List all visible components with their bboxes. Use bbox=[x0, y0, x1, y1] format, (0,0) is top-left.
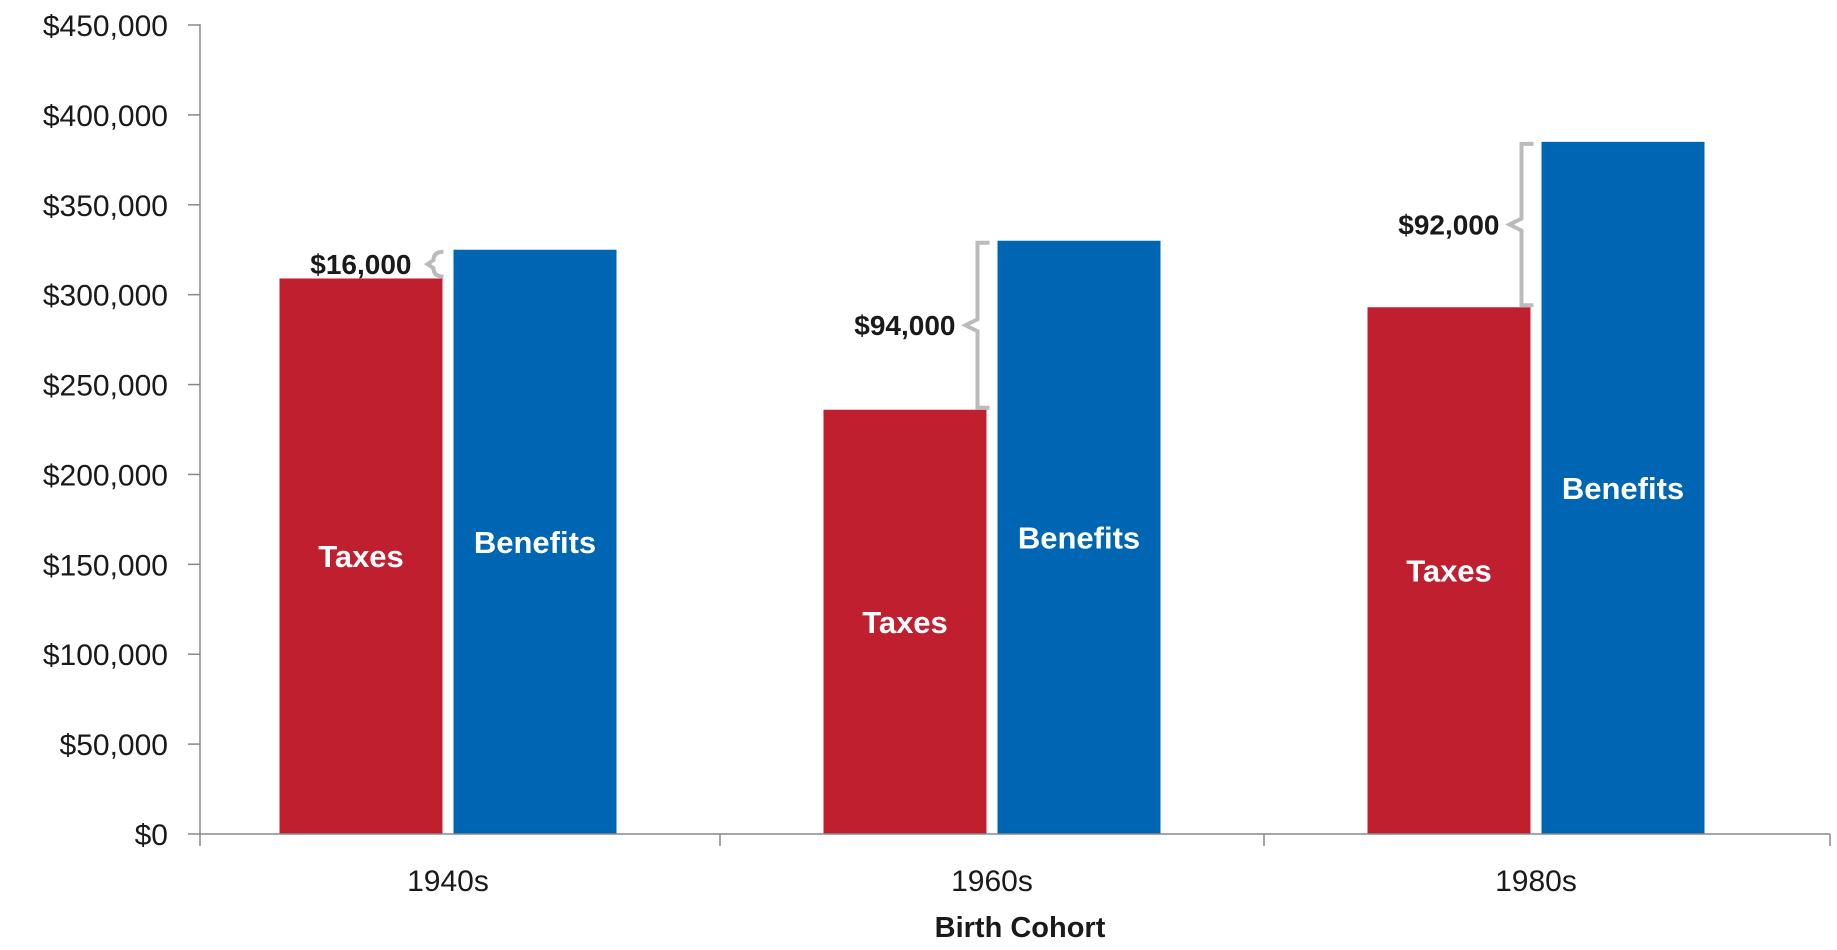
gap-bracket bbox=[423, 249, 444, 279]
gap-bracket bbox=[1505, 141, 1534, 308]
gap-annotations: $16,000 $94,000 $92,000 bbox=[310, 141, 1534, 410]
x-tick-label: 1940s bbox=[407, 865, 489, 898]
y-tick-label: $300,000 bbox=[43, 280, 168, 313]
gap-label: $16,000 bbox=[310, 249, 411, 280]
bars: Taxes Benefits Taxes Benefits Taxes Benefits bbox=[279, 141, 1705, 834]
x-tick-label: 1980s bbox=[1495, 865, 1577, 898]
bar-label-taxes: Taxes bbox=[318, 539, 404, 574]
x-axis-title: Birth Cohort bbox=[935, 912, 1106, 944]
x-tick-label: 1960s bbox=[951, 865, 1033, 898]
y-tick-label: $50,000 bbox=[60, 729, 168, 762]
y-axis: $0 $50,000 $100,000 $150,000 $200,000 $250,00… bbox=[43, 10, 201, 852]
bar-benefits-1940s bbox=[453, 249, 617, 834]
y-tick-label: $200,000 bbox=[43, 459, 168, 492]
y-tick-label: $150,000 bbox=[43, 549, 168, 582]
y-tick-label: $450,000 bbox=[43, 10, 168, 43]
bar-benefits-1980s bbox=[1541, 141, 1705, 834]
y-tick-label: $100,000 bbox=[43, 639, 168, 672]
bar-benefits-1960s bbox=[997, 240, 1161, 834]
y-tick-label: $250,000 bbox=[43, 370, 168, 403]
y-tick-label: $0 bbox=[135, 819, 168, 852]
y-tick-label: $400,000 bbox=[43, 100, 168, 133]
bar-label-benefits: Benefits bbox=[1562, 471, 1684, 506]
bar-label-benefits: Benefits bbox=[1018, 520, 1140, 555]
bar-taxes-1980s bbox=[1367, 307, 1531, 834]
bar-label-taxes: Taxes bbox=[862, 605, 948, 640]
bar-label-benefits: Benefits bbox=[474, 525, 596, 560]
gap-label: $92,000 bbox=[1398, 210, 1499, 241]
y-tick-label: $350,000 bbox=[43, 190, 168, 223]
gap-label: $94,000 bbox=[854, 310, 955, 341]
bar-label-taxes: Taxes bbox=[1406, 554, 1492, 589]
bar-taxes-1940s bbox=[279, 278, 443, 834]
bar-taxes-1960s bbox=[823, 409, 987, 834]
x-axis: 1940s 1960s 1980s bbox=[199, 833, 1831, 898]
gap-bracket bbox=[961, 240, 990, 410]
